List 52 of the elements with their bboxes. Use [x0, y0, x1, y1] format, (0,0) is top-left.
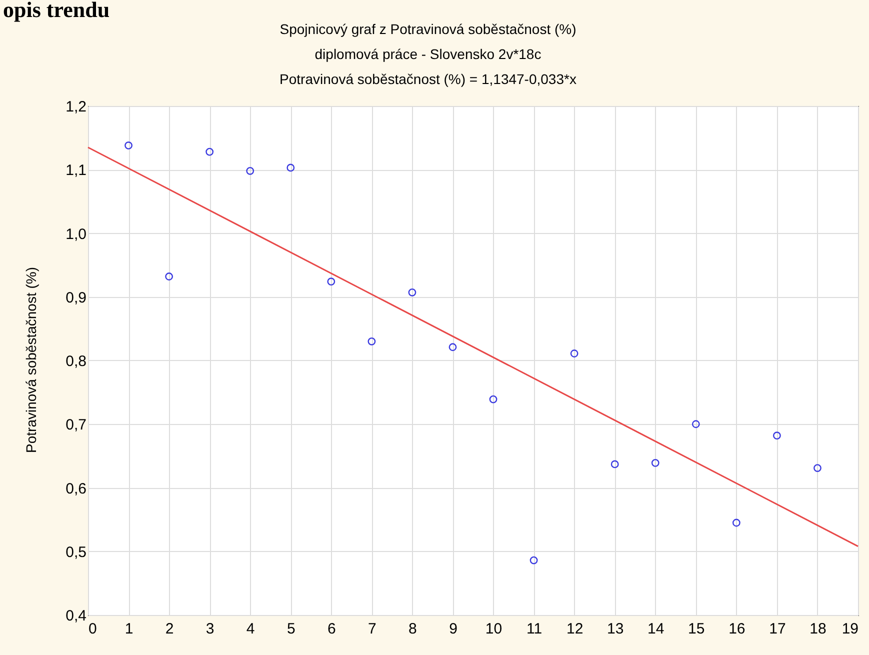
point: [165, 272, 174, 280]
x-tick-label: 18: [810, 620, 826, 638]
point: [570, 350, 578, 358]
point: [327, 278, 336, 286]
x-tick-label: 12: [566, 620, 584, 638]
x-tick-label: 11: [526, 620, 542, 638]
point: [206, 148, 214, 156]
point: [489, 395, 498, 404]
chart-title: Spojnicový graf z Potravinová soběstačnost (%): [280, 21, 576, 37]
y-tick-label: 1,2: [66, 98, 86, 116]
x-tick-label: 1: [124, 620, 134, 638]
x-tick-label: 2: [165, 620, 174, 638]
point: [814, 464, 822, 472]
point: [610, 460, 619, 468]
x-tick-label: 7: [368, 620, 376, 638]
x-tick-label: 0: [88, 620, 97, 638]
x-tick-label: 6: [327, 620, 336, 638]
x-tick-label: 14: [648, 620, 664, 638]
y-tick-label: 1,1: [66, 162, 86, 180]
x-tick-label: 17: [769, 620, 786, 638]
x-tick-label: 4: [246, 620, 255, 638]
chart-subtitle: diplomová práce - Slovensko 2v*18c: [314, 46, 542, 62]
point: [408, 288, 416, 296]
point: [124, 142, 132, 150]
point: [692, 420, 700, 428]
y-tick-label: 0,7: [66, 416, 86, 434]
point: [732, 518, 740, 527]
x-tick-label: 9: [449, 620, 458, 638]
point: [651, 458, 660, 467]
y-tick-label: 1,0: [66, 226, 86, 243]
text: Potravinová soběstačnost (%) = 1,1347-0,033*x: [280, 71, 576, 87]
point: [772, 432, 781, 440]
y-tick-label: 0,9: [66, 289, 86, 306]
y-tick-label: 0,5: [66, 544, 86, 561]
x-tick-label: 8: [408, 620, 417, 638]
point: [246, 166, 254, 175]
y-tick-label: 0,6: [66, 480, 86, 498]
x-tick-label: 19: [842, 620, 858, 638]
y-axis-title: Potravinová soběstačnost (%): [23, 267, 39, 453]
y-tick-label: 0,4: [66, 608, 86, 624]
x-tick-label: 3: [206, 620, 214, 638]
point: [286, 164, 295, 172]
y-tick-label: 0,8: [66, 353, 86, 370]
x-tick-label: 15: [688, 620, 705, 638]
point: [530, 556, 538, 564]
x-tick-label: 5: [286, 620, 296, 638]
point: [448, 343, 457, 352]
text: opis trendu: [3, 0, 110, 22]
x-tick-label: 10: [485, 620, 502, 638]
x-tick-label: 13: [607, 620, 624, 638]
point: [368, 337, 376, 346]
x-tick-label: 16: [728, 620, 746, 638]
